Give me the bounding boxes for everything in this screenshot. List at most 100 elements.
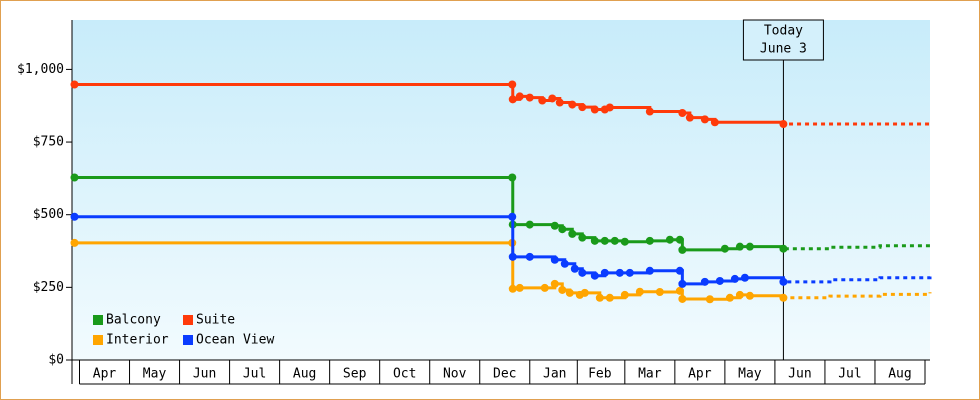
legend-swatch xyxy=(93,335,103,345)
x-tick-label: Apr xyxy=(93,367,117,382)
point xyxy=(678,108,687,117)
point xyxy=(720,244,729,253)
point xyxy=(730,274,739,283)
x-tick-label: Feb xyxy=(588,367,612,382)
legend-swatch xyxy=(183,315,193,325)
y-tick-label: $0 xyxy=(48,353,64,368)
x-tick-label: Apr xyxy=(688,367,712,382)
point xyxy=(735,290,744,299)
point xyxy=(525,93,534,102)
point xyxy=(558,225,567,234)
x-tick-label: Sep xyxy=(343,367,367,382)
point xyxy=(710,118,719,127)
point xyxy=(515,92,524,101)
point xyxy=(578,103,587,112)
point xyxy=(779,293,788,302)
point xyxy=(525,220,534,229)
point xyxy=(740,273,749,282)
point xyxy=(745,242,754,251)
x-tick-label: Jul xyxy=(243,367,266,382)
point xyxy=(779,277,788,286)
point xyxy=(550,255,559,264)
x-tick-label: Nov xyxy=(443,367,467,382)
point xyxy=(540,283,549,292)
point xyxy=(565,288,574,297)
legend-swatch xyxy=(93,315,103,325)
point xyxy=(735,242,744,251)
point xyxy=(678,279,687,288)
legend-label: Suite xyxy=(196,313,235,328)
point xyxy=(570,264,579,273)
point xyxy=(70,80,79,89)
today-box xyxy=(742,19,824,61)
point xyxy=(615,268,624,277)
x-tick-label: May xyxy=(738,367,762,382)
point xyxy=(590,236,599,245)
point xyxy=(600,236,609,245)
point xyxy=(525,252,534,261)
point xyxy=(605,103,614,112)
point xyxy=(645,107,654,116)
point xyxy=(555,98,564,107)
point xyxy=(508,173,517,182)
point xyxy=(558,285,567,294)
point xyxy=(625,268,634,277)
x-tick-label: Jun xyxy=(193,367,216,382)
x-tick-label: Mar xyxy=(638,367,662,382)
point xyxy=(675,266,684,275)
point xyxy=(700,277,709,286)
point xyxy=(610,236,619,245)
x-tick-label: Jan xyxy=(543,367,566,382)
point xyxy=(678,294,687,303)
point xyxy=(700,115,709,124)
point xyxy=(595,293,604,302)
legend-swatch xyxy=(183,335,193,345)
x-tick-label: Jun xyxy=(788,367,811,382)
x-tick-label: Aug xyxy=(293,367,316,382)
point xyxy=(620,290,629,299)
point xyxy=(580,288,589,297)
point xyxy=(635,287,644,296)
point xyxy=(70,238,79,247)
y-tick-label: $250 xyxy=(33,280,64,295)
x-tick-label: Dec xyxy=(493,367,516,382)
point xyxy=(508,284,517,293)
x-tick-label: Jul xyxy=(838,367,861,382)
point xyxy=(678,245,687,254)
point xyxy=(550,221,559,230)
point xyxy=(508,252,517,261)
point xyxy=(590,271,599,280)
today-label: Today xyxy=(764,24,803,39)
point xyxy=(655,288,664,296)
point xyxy=(685,113,694,122)
y-tick-label: $500 xyxy=(33,207,64,222)
point xyxy=(508,80,517,89)
point xyxy=(725,293,734,302)
point xyxy=(645,236,654,245)
point xyxy=(70,212,79,221)
point xyxy=(745,291,754,300)
point xyxy=(548,94,557,103)
legend-label: Interior xyxy=(106,333,169,348)
legend-label: Ocean View xyxy=(196,333,274,348)
point xyxy=(779,244,788,253)
plot-area xyxy=(72,20,930,360)
point xyxy=(578,233,587,242)
point xyxy=(538,96,547,105)
point xyxy=(705,295,714,304)
x-tick-label: Aug xyxy=(888,367,911,382)
x-tick-label: Oct xyxy=(393,367,416,382)
point xyxy=(515,283,524,292)
legend-label: Balcony xyxy=(106,313,161,328)
y-tick-label: $1,000 xyxy=(17,62,64,77)
point xyxy=(508,212,517,221)
point xyxy=(578,268,587,277)
point xyxy=(568,100,577,109)
point xyxy=(605,293,614,302)
point xyxy=(590,105,599,114)
point xyxy=(620,237,629,246)
point xyxy=(675,235,684,244)
point xyxy=(70,173,79,182)
point xyxy=(508,95,517,104)
point xyxy=(560,259,569,268)
